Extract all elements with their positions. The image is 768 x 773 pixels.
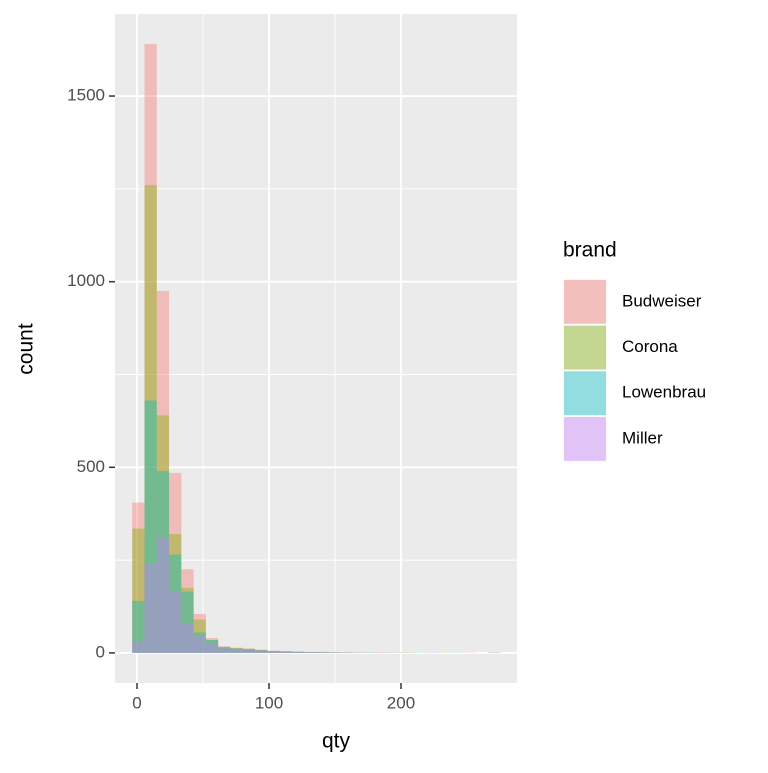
y-tick-label: 1000 bbox=[67, 271, 105, 290]
histogram-bar bbox=[144, 564, 156, 653]
histogram-bar bbox=[194, 636, 206, 653]
y-axis-title: count bbox=[15, 323, 38, 375]
histogram-bar bbox=[230, 649, 242, 653]
histogram-bar bbox=[181, 623, 193, 653]
legend-label: Miller bbox=[622, 428, 663, 447]
legend-key bbox=[564, 371, 606, 415]
histogram-bar bbox=[267, 651, 279, 652]
x-axis-title: qty bbox=[322, 730, 351, 753]
legend-key bbox=[564, 417, 606, 461]
histogram-bar bbox=[132, 642, 144, 653]
legend-label: Corona bbox=[622, 337, 678, 356]
x-tick-label: 0 bbox=[132, 693, 141, 712]
legend-key bbox=[564, 326, 606, 370]
histogram-bar bbox=[218, 648, 230, 652]
y-tick-label: 500 bbox=[77, 457, 105, 476]
histogram-bar bbox=[255, 651, 267, 653]
histogram-bar bbox=[169, 592, 181, 653]
histogram-bar bbox=[292, 652, 304, 653]
histogram-bar bbox=[304, 652, 316, 653]
legend-label: Budweiser bbox=[622, 291, 702, 310]
y-tick-label: 1500 bbox=[67, 86, 105, 105]
legend-label: Lowenbrau bbox=[622, 383, 706, 402]
histogram-bar bbox=[157, 538, 169, 653]
x-tick-label: 100 bbox=[255, 693, 283, 712]
x-tick-label: 200 bbox=[387, 693, 415, 712]
legend-key bbox=[564, 280, 606, 324]
histogram-bar bbox=[280, 652, 292, 653]
histogram-bar bbox=[243, 650, 255, 653]
histogram-bar bbox=[206, 644, 218, 653]
legend-title: brand bbox=[563, 239, 617, 262]
y-tick-label: 0 bbox=[96, 642, 105, 661]
